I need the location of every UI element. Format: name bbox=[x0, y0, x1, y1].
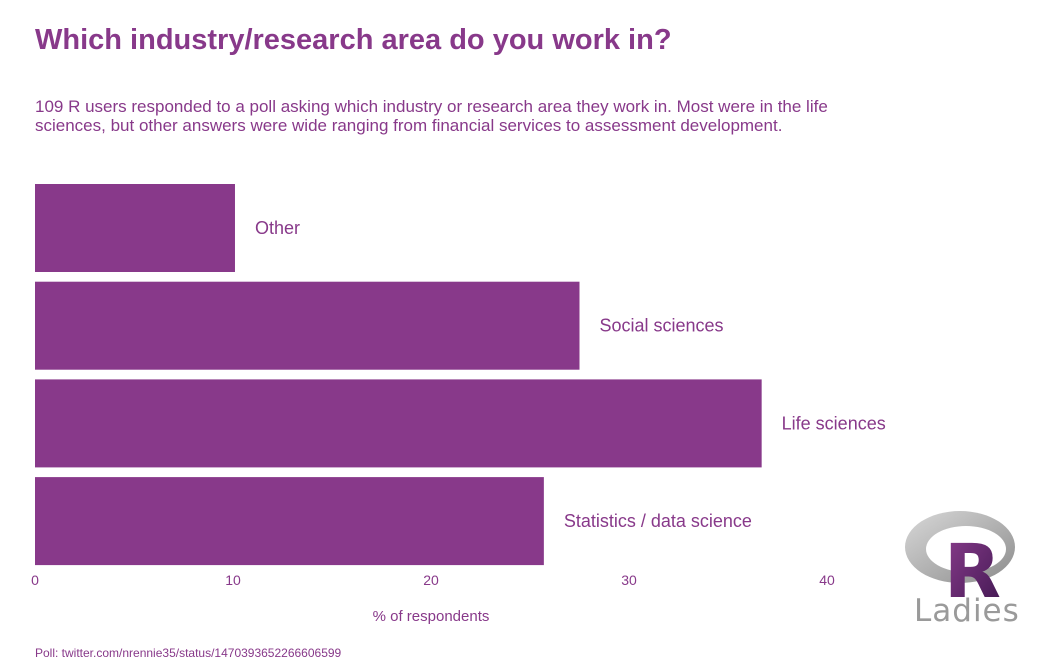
x-tick-label: 40 bbox=[819, 572, 835, 588]
chart-title: Which industry/research area do you work… bbox=[35, 24, 672, 56]
x-axis-label: % of respondents bbox=[373, 608, 490, 625]
x-tick-label: 0 bbox=[31, 572, 39, 588]
x-tick-label: 20 bbox=[423, 572, 439, 588]
rladies-logo: R Ladies bbox=[900, 505, 1025, 635]
x-tick-label: 10 bbox=[225, 572, 241, 588]
r-letter: R bbox=[944, 529, 1001, 600]
bar-other bbox=[35, 184, 235, 272]
bar-social-sciences bbox=[35, 281, 580, 370]
bar-label-life-sciences: Life sciences bbox=[782, 413, 886, 433]
chart-caption: Poll: twitter.com/nrennie35/status/14703… bbox=[35, 646, 342, 660]
r-logo-icon: R bbox=[905, 511, 1015, 615]
bar-label-other: Other bbox=[255, 218, 300, 238]
bar-label-statistics-data-science: Statistics / data science bbox=[564, 511, 752, 531]
chart-subtitle: 109 R users responded to a poll asking w… bbox=[35, 97, 828, 135]
x-tick-label: 30 bbox=[621, 572, 637, 588]
bar-statistics-data-science bbox=[35, 477, 544, 566]
bar-life-sciences bbox=[35, 379, 762, 468]
logo-wordmark: Ladies bbox=[914, 593, 1020, 629]
bar-label-social-sciences: Social sciences bbox=[600, 316, 724, 336]
